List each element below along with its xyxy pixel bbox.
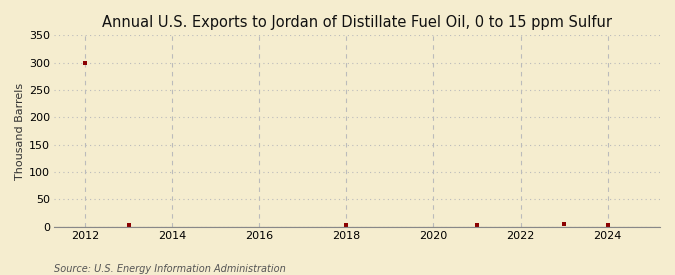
Y-axis label: Thousand Barrels: Thousand Barrels (15, 82, 25, 180)
Text: Source: U.S. Energy Information Administration: Source: U.S. Energy Information Administ… (54, 264, 286, 274)
Title: Annual U.S. Exports to Jordan of Distillate Fuel Oil, 0 to 15 ppm Sulfur: Annual U.S. Exports to Jordan of Distill… (102, 15, 612, 30)
